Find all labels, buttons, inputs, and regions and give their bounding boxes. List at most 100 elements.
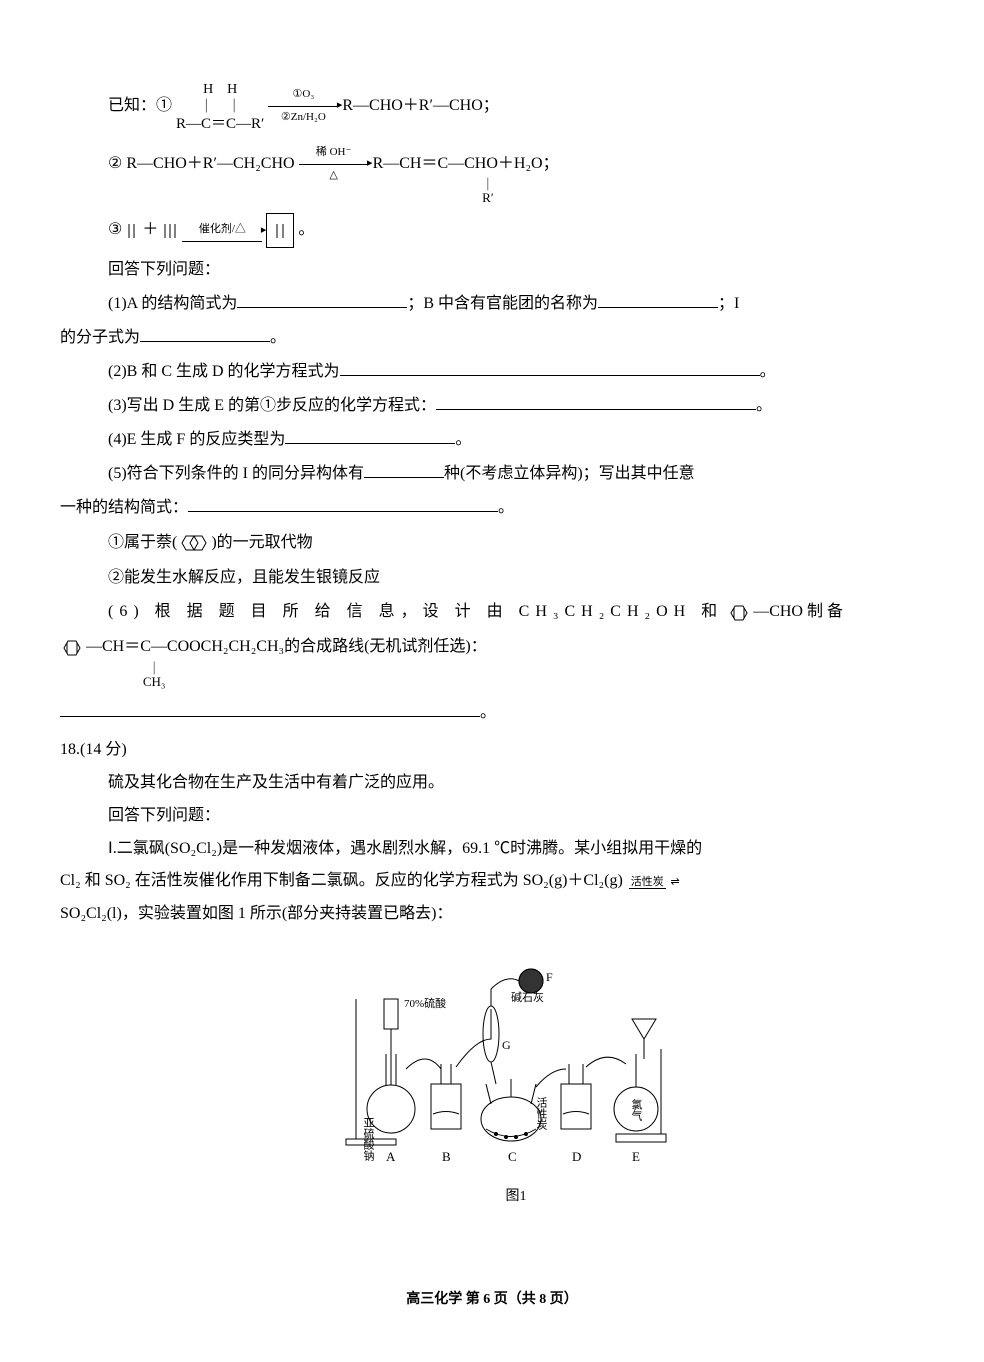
blank-q2 — [340, 357, 760, 376]
r1-product: R—CHO＋R′—CHO； — [342, 97, 498, 114]
known-label: 已知： — [108, 97, 156, 114]
r1-top: H H — [203, 82, 237, 97]
q18-part1a: Ⅰ.二氯砜(SO₂Cl₂)是一种发烟液体，遇水剧烈水解，69.1 ℃时沸腾。某小… — [108, 835, 924, 864]
fig-caption: 图1 — [108, 1184, 924, 1209]
lbl-A: A — [386, 1149, 396, 1164]
answer-prompt: 回答下列问题： — [108, 256, 924, 285]
blank-q1b — [598, 289, 718, 308]
benzene-icon — [727, 603, 749, 623]
cyclohexene-icon — [273, 222, 287, 240]
q1-a: (1)A 的结构简式为 — [108, 295, 237, 312]
benzene-icon-2 — [60, 638, 82, 658]
structure-r1: H H ｜ ｜ R—C＝C—R′ — [176, 80, 264, 133]
r1-arrow-top: ①O₃ — [268, 85, 338, 107]
triple-bond-icon — [162, 222, 178, 240]
q18-intro: 硫及其化合物在生产及生活中有着广泛的应用。 — [108, 769, 924, 798]
q6-line2: —CH＝C—COOCH₂CH₂CH₃的合成路线(无机试剂任选)： ｜ CH₃ — [60, 633, 924, 662]
r3-suffix: 。 — [298, 221, 314, 238]
lbl-C: C — [508, 1149, 517, 1164]
blank-q4 — [285, 425, 455, 444]
q2-text: (2)B 和 C 生成 D 的化学方程式为 — [108, 363, 340, 380]
q6-sub: CH₃ — [143, 674, 166, 689]
label-carbon: 活性炭 — [535, 1097, 548, 1131]
equilibrium-arrow: 活性炭 ⇌ — [629, 876, 682, 888]
q1-line2: 的分子式为 。 — [60, 323, 924, 353]
label-na2so3: 亚硫酸钠 — [362, 1117, 375, 1161]
blank-q5b — [188, 493, 498, 512]
q5-l2: 一种的结构简式： — [60, 499, 188, 516]
r1-main: R—C＝C—R′ — [176, 116, 264, 132]
q3: (3)写出 D 生成 E 的第①步反应的化学方程式： 。 — [108, 391, 924, 421]
q6-product: —CH＝C—COOCH₂CH₂CH₃的合成路线(无机试剂任选)： ｜ CH₃ — [86, 633, 487, 662]
reaction-3: ③ ＋ 催化剂/△ ▸ 。 — [108, 213, 924, 248]
blank-q1a — [237, 289, 407, 308]
arrow-r1: ①O₃ ②Zn/H₂O ▸ — [268, 85, 338, 128]
r2-arrow-bot: △ — [299, 165, 369, 186]
q6-end: 。 — [480, 704, 496, 721]
double-bond-left-icon — [126, 222, 138, 240]
q1: (1)A 的结构简式为 ；B 中含有官能团的名称为 ；I — [108, 289, 924, 319]
q5-a: (5)符合下列条件的 I 的同分异构体有 — [108, 465, 364, 482]
q18-number: 18.(14 分) — [60, 736, 924, 765]
q18-prompt: 回答下列问题： — [108, 802, 924, 831]
q1-c: ；I — [718, 295, 739, 312]
circled-3: ③ — [108, 221, 122, 238]
r2-arrow-top: 稀 OH⁻ — [299, 143, 369, 165]
q5-b: 种(不考虑立体异构)；写出其中任意 — [444, 465, 695, 482]
q3-end: 。 — [756, 397, 772, 414]
q18-part1b: Cl₂ 和 SO₂ 在活性炭催化作用下制备二氯砜。反应的化学方程式为 SO₂(g… — [60, 867, 924, 896]
q6-blank: 。 — [60, 698, 924, 728]
label-G: G — [502, 1038, 511, 1052]
q4-end: 。 — [455, 431, 471, 448]
r2-product: R—CH＝C—CHO＋H₂O； ｜ R′ — [373, 150, 559, 179]
lbl-E: E — [632, 1149, 640, 1164]
q2: (2)B 和 C 生成 D 的化学方程式为。 — [108, 357, 924, 387]
circled-2: ② — [108, 155, 122, 172]
blank-q1c — [140, 323, 270, 342]
label-lime: 碱石灰 — [511, 990, 544, 1004]
q5: (5)符合下列条件的 I 的同分异构体有 种(不考虑立体异构)；写出其中任意 — [108, 459, 924, 489]
label-70acid: 70%硫酸 — [404, 996, 446, 1010]
q1-end: 。 — [270, 329, 286, 346]
q18-p1b: Cl₂ 和 SO₂ 在活性炭催化作用下制备二氯砜。反应的化学方程式为 SO₂(g… — [60, 872, 623, 889]
blank-q5a — [364, 459, 444, 478]
lbl-D: D — [572, 1149, 581, 1164]
q3-text: (3)写出 D 生成 E 的第①步反应的化学方程式： — [108, 397, 436, 414]
q5c1-b: )的一元取代物 — [211, 534, 312, 551]
cyclohexene-box — [266, 213, 294, 248]
q4: (4)E 生成 F 的反应类型为 。 — [108, 425, 924, 455]
eq-top: 活性炭 — [629, 876, 666, 889]
apparatus-figure: 70%硫酸 G F 碱石灰 — [108, 939, 924, 1209]
r1-bonds: ｜ ｜ — [199, 100, 241, 115]
q1-l2: 的分子式为 — [60, 329, 140, 346]
q6-l2-a: —CH＝C—COOCH₂CH₂CH₃的合成路线(无机试剂任选)： — [86, 638, 487, 655]
arrow-r3: 催化剂/△ ▸ — [182, 220, 262, 242]
q5-cond1: ①属于萘( )的一元取代物 — [108, 529, 924, 558]
apparatus-svg: 70%硫酸 G F 碱石灰 — [336, 939, 696, 1169]
q4-text: (4)E 生成 F 的反应类型为 — [108, 431, 285, 448]
page-content: 已知：① H H ｜ ｜ R—C＝C—R′ ①O₃ ②Zn/H₂O ▸ R—CH… — [60, 80, 924, 1209]
circled-1: ① — [156, 97, 172, 114]
r1-arrow-bot: ②Zn/H₂O — [268, 107, 338, 128]
lbl-B: B — [442, 1149, 451, 1164]
q6: (6) 根 据 题 目 所 给 信 息，设 计 由 CH₃CH₂CH₂OH 和 … — [108, 598, 924, 627]
q5-line2: 一种的结构简式： 。 — [60, 493, 924, 523]
label-cl2: 氯气 — [630, 1098, 643, 1121]
q1-b: ；B 中含有官能团的名称为 — [407, 295, 598, 312]
blank-q6 — [60, 698, 480, 717]
q6-b: —CHO 制 备 — [753, 603, 843, 620]
reaction-2: ② R—CHO＋R′—CH₂CHO 稀 OH⁻ △ ▸ R—CH＝C—CHO＋H… — [108, 143, 924, 186]
r2-sub-r: R′ — [482, 190, 494, 205]
r3-arrow-top: 催化剂/△ — [182, 220, 262, 242]
q5-cond2: ②能发生水解反应，且能发生银镜反应 — [108, 564, 924, 593]
q5-end: 。 — [498, 499, 514, 516]
r2-reactant: R—CHO＋R′—CH₂CHO — [126, 155, 294, 172]
arrow-r2: 稀 OH⁻ △ ▸ — [299, 143, 369, 186]
reaction-1: 已知：① H H ｜ ｜ R—C＝C—R′ ①O₃ ②Zn/H₂O ▸ R—CH… — [108, 80, 924, 133]
r2-prod-main: R—CH＝C—CHO＋H₂O； — [373, 155, 559, 172]
naphthalene-icon — [177, 533, 211, 553]
q5c1-a: ①属于萘( — [108, 534, 177, 551]
q6-a: (6) 根 据 题 目 所 给 信 息，设 计 由 CH₃CH₂CH₂OH 和 — [108, 603, 723, 620]
page-footer: 高三化学 第 6 页（共 8 页） — [0, 1287, 984, 1312]
q18-part1c: SO₂Cl₂(l)，实验装置如图 1 所示(部分夹持装置已略去)： — [60, 900, 924, 929]
